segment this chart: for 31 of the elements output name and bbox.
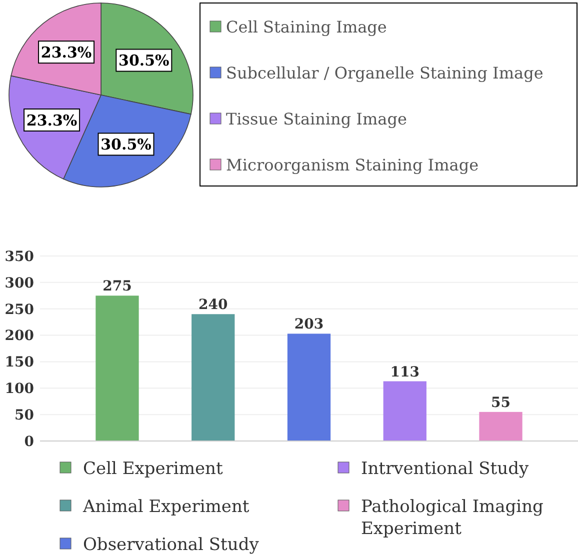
data-label: 30.5% bbox=[100, 136, 152, 154]
legend-label: Tissue Staining Image bbox=[226, 110, 407, 129]
data-label: 55 bbox=[491, 394, 511, 411]
legend-label: Animal Experiment bbox=[82, 496, 250, 517]
bar bbox=[383, 381, 426, 441]
y-tick-label: 150 bbox=[4, 354, 34, 371]
data-label: 203 bbox=[294, 316, 324, 333]
bar bbox=[96, 296, 139, 441]
y-tick-label: 0 bbox=[24, 434, 34, 450]
legend-label: Observational Study bbox=[83, 534, 260, 555]
y-tick-label: 350 bbox=[4, 248, 34, 265]
y-tick-label: 100 bbox=[4, 381, 34, 398]
data-label: 30.5% bbox=[118, 52, 170, 70]
legend-label: Cell Experiment bbox=[83, 458, 223, 479]
bar bbox=[287, 334, 331, 441]
data-label: 113 bbox=[390, 364, 420, 380]
legend-label: Pathological Imaging Experiment bbox=[361, 496, 544, 540]
data-label: 23.3% bbox=[40, 43, 92, 62]
legend-label: Cell Staining Image bbox=[226, 18, 387, 37]
bar bbox=[479, 412, 522, 441]
data-label: 240 bbox=[198, 297, 228, 314]
legend-label: Microorganism Staining Image bbox=[226, 156, 479, 175]
y-tick-label: 250 bbox=[4, 302, 34, 318]
data-label: 23.3% bbox=[26, 111, 78, 130]
bar bbox=[192, 314, 235, 441]
data-label: 275 bbox=[102, 278, 132, 295]
y-tick-label: 200 bbox=[4, 328, 34, 344]
y-tick-label: 300 bbox=[4, 275, 34, 292]
legend-label: Subcellular / Organelle Staining Image bbox=[226, 64, 544, 83]
y-tick-label: 50 bbox=[14, 407, 34, 424]
legend-label: Intrventional Study bbox=[361, 458, 529, 479]
